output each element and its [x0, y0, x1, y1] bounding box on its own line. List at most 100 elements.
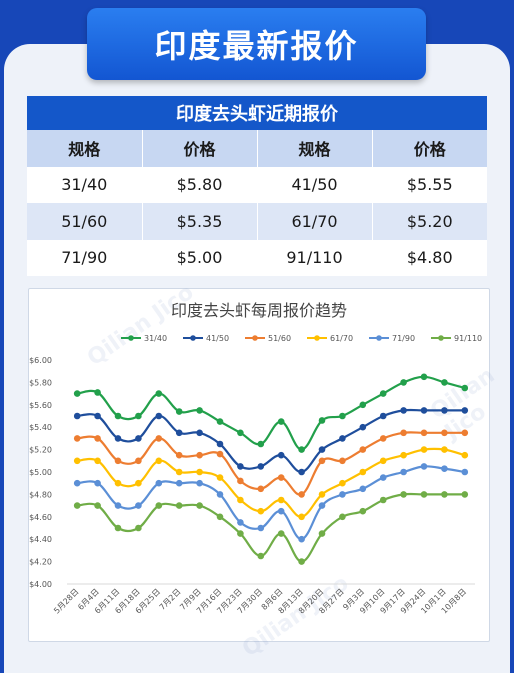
data-point: [216, 418, 224, 425]
data-point: [400, 379, 407, 386]
data-point: [420, 491, 428, 498]
data-point: [461, 468, 469, 476]
data-point: [441, 465, 448, 472]
data-point: [257, 440, 265, 448]
data-point: [73, 479, 81, 487]
price-table: 规格 价格 规格 价格 31/40 $5.80 41/50 $5.55 51/6…: [27, 130, 487, 276]
data-point: [461, 384, 469, 392]
legend-marker: [128, 335, 134, 341]
data-point: [277, 507, 285, 515]
data-point: [318, 457, 326, 465]
price-table-title-text: 印度去头虾近期报价: [176, 104, 338, 125]
price-table-title: 印度去头虾近期报价: [27, 96, 487, 130]
legend-label: 51/60: [268, 334, 291, 343]
data-point: [339, 513, 346, 521]
legend-label: 71/90: [392, 334, 415, 343]
data-point: [216, 450, 224, 458]
table-row: 71/90 $5.00 91/110 $4.80: [27, 239, 487, 276]
data-point: [379, 412, 387, 420]
data-point: [359, 423, 367, 431]
y-tick-label: $5.60: [29, 401, 52, 410]
spec-cell: 61/70: [257, 203, 373, 240]
table-row: 31/40 $5.80 41/50 $5.55: [27, 166, 487, 203]
header-cell-spec-2: 规格: [257, 130, 373, 167]
data-point: [420, 407, 428, 414]
data-point: [73, 390, 81, 397]
header-cell-price-2: 价格: [372, 130, 487, 167]
data-point: [175, 468, 183, 476]
header-cell-spec-1: 规格: [27, 130, 143, 167]
data-point: [339, 457, 346, 465]
price-cell: $5.55: [372, 166, 487, 203]
price-cell: $5.20: [372, 203, 487, 240]
data-point: [339, 412, 346, 420]
data-point: [114, 479, 122, 487]
data-point: [277, 474, 285, 481]
data-point: [94, 479, 101, 487]
data-point: [257, 463, 265, 470]
legend-marker: [252, 335, 258, 341]
data-point: [196, 468, 203, 476]
data-point: [175, 479, 183, 487]
legend-marker: [314, 335, 320, 341]
legend-label: 61/70: [330, 334, 353, 343]
data-point: [155, 412, 163, 420]
data-point: [94, 435, 101, 442]
data-point: [196, 429, 203, 437]
data-point: [114, 457, 122, 465]
y-tick-label: $4.60: [29, 513, 52, 522]
price-cell: $5.80: [142, 166, 258, 203]
data-point: [339, 491, 346, 498]
data-point: [94, 502, 101, 509]
legend-marker: [376, 335, 382, 341]
page-title: 印度最新报价: [154, 27, 359, 65]
spec-cell: 71/90: [27, 239, 143, 276]
x-tick-label: 7月2日: [158, 587, 183, 612]
data-point: [237, 463, 244, 470]
data-point: [400, 407, 407, 414]
data-point: [94, 389, 101, 396]
page-title-banner: 印度最新报价: [87, 8, 426, 80]
data-point: [114, 502, 122, 509]
data-point: [420, 429, 428, 437]
data-point: [114, 524, 122, 532]
data-point: [379, 496, 387, 504]
data-point: [379, 435, 387, 442]
data-point: [155, 479, 163, 487]
data-point: [114, 435, 122, 442]
data-point: [461, 451, 469, 459]
data-point: [237, 496, 244, 504]
data-point: [155, 502, 163, 509]
y-tick-label: $4.80: [29, 490, 52, 499]
data-point: [379, 457, 387, 465]
data-point: [359, 507, 367, 515]
spec-cell: 31/40: [27, 166, 143, 203]
data-point: [175, 502, 183, 509]
data-point: [277, 418, 285, 425]
data-point: [216, 491, 224, 498]
data-point: [318, 491, 326, 498]
data-point: [216, 474, 224, 481]
data-point: [257, 485, 265, 493]
data-point: [298, 491, 305, 498]
data-point: [135, 457, 142, 465]
data-point: [461, 407, 469, 414]
data-point: [257, 507, 265, 515]
data-point: [114, 412, 122, 420]
data-point: [175, 429, 183, 437]
data-point: [441, 379, 448, 386]
data-point: [461, 429, 469, 437]
spec-cell: 51/60: [27, 203, 143, 240]
data-point: [339, 479, 346, 487]
y-tick-label: $6.00: [29, 356, 52, 365]
trend-chart: Qilian Jico Qilian Jico Qilian Jico 印度去头…: [28, 280, 499, 662]
legend-marker: [190, 335, 196, 341]
data-point: [359, 446, 367, 453]
data-point: [237, 477, 244, 485]
data-point: [257, 552, 265, 560]
legend-label: 31/40: [144, 334, 167, 343]
data-point: [196, 479, 203, 487]
data-point: [257, 524, 265, 532]
data-point: [196, 407, 203, 414]
data-point: [379, 474, 387, 481]
